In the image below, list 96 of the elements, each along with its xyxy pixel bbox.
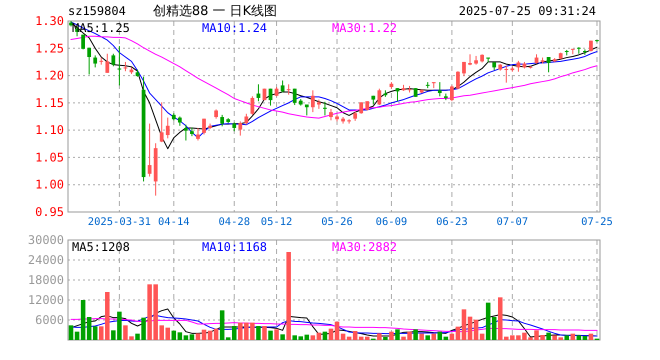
- bar: [570, 334, 576, 340]
- candlestick: [256, 84, 260, 102]
- candlestick: [396, 88, 400, 102]
- y-tick-label: 1.00: [35, 178, 64, 192]
- bar: [389, 332, 394, 340]
- line-series: [70, 36, 598, 119]
- chart-title: 创精选88 一 日K线图: [152, 4, 278, 19]
- candlestick: [310, 90, 315, 113]
- candlestick: [124, 61, 128, 72]
- x-tick-label: 2025-03-31: [88, 216, 151, 228]
- x-tick-label: 07-07: [496, 216, 528, 228]
- candlestick: [365, 100, 370, 111]
- x-tick-label: 07-25: [581, 216, 613, 228]
- y-tick-label: 1.10: [35, 123, 64, 138]
- candlestick: [166, 117, 170, 139]
- bar: [395, 329, 400, 340]
- candlestick: [280, 80, 284, 93]
- candlestick: [468, 54, 472, 66]
- candlestick: [202, 118, 206, 136]
- candlestick: [323, 101, 327, 116]
- candlestick: [456, 70, 460, 90]
- candlestick: [462, 61, 466, 77]
- candlestick: [377, 88, 382, 106]
- x-tick-label: 06-23: [436, 216, 468, 228]
- bar: [588, 334, 594, 340]
- candlestick: [353, 111, 358, 122]
- bar: [413, 329, 418, 340]
- x-tick-label: 04-14: [158, 216, 190, 228]
- y-tick-label: 1.30: [35, 14, 64, 28]
- bar: [196, 333, 200, 340]
- y-tick-label: 24000: [28, 253, 64, 267]
- candlestick: [317, 99, 321, 110]
- candlestick: [81, 34, 85, 50]
- candlestick: [148, 123, 152, 178]
- y-tick-label: 18000: [28, 273, 64, 287]
- bar: [322, 332, 328, 340]
- candlestick: [589, 40, 593, 52]
- candlestick: [87, 47, 92, 75]
- text: MA30:2882: [332, 240, 398, 254]
- bar: [383, 337, 388, 340]
- candlestick: [516, 60, 520, 72]
- text: MA30:1.22: [332, 21, 398, 35]
- candlestick: [196, 127, 200, 142]
- candlestick: [546, 56, 550, 73]
- candlestick: [268, 88, 272, 106]
- candlestick: [286, 84, 291, 96]
- x-tick-label: 04-28: [218, 216, 250, 228]
- bar: [425, 335, 430, 340]
- bar: [280, 334, 285, 340]
- candlestick: [250, 96, 254, 116]
- y-tick-label: 6000: [35, 313, 64, 327]
- candlestick: [504, 65, 508, 84]
- candlestick: [450, 84, 454, 102]
- text: MA10:1168: [202, 240, 268, 254]
- text: 2025-07-25 09:31:24: [458, 4, 596, 18]
- candlestick: [214, 108, 218, 120]
- candlestick: [244, 113, 248, 126]
- candlestick: [118, 46, 122, 86]
- text: MA10:1.24: [202, 21, 268, 35]
- bar: [286, 252, 291, 340]
- bar: [546, 332, 551, 340]
- y-tick-label: 0.95: [35, 205, 64, 219]
- x-tick-label: 05-12: [260, 216, 292, 228]
- candlestick: [111, 53, 116, 67]
- candlestick: [220, 114, 224, 127]
- bar: [274, 329, 279, 340]
- candlestick: [184, 124, 188, 142]
- candlestick: [534, 54, 538, 64]
- text: MA5:1208: [72, 240, 130, 254]
- y-tick-label: 1.20: [35, 68, 64, 83]
- line-series: [70, 314, 598, 336]
- bar: [564, 335, 570, 340]
- line-series: [70, 318, 598, 332]
- y-tick-label: 1.15: [35, 96, 64, 110]
- candlestick: [274, 86, 278, 97]
- text: sz159804: [68, 4, 126, 18]
- candlestick: [238, 120, 242, 136]
- candlestick: [93, 54, 98, 68]
- bar: [431, 334, 436, 340]
- bar: [328, 328, 334, 340]
- bar: [268, 330, 273, 340]
- y-tick-label: 1.25: [35, 41, 64, 56]
- bar: [419, 334, 424, 340]
- y-tick-label: 1.05: [35, 150, 64, 164]
- candlestick: [160, 102, 164, 143]
- candlestick: [292, 88, 297, 106]
- y-tick-label: 12000: [28, 293, 64, 307]
- y-tick-label: 30000: [28, 233, 64, 247]
- candlestick: [178, 116, 182, 126]
- bar: [377, 333, 382, 340]
- candlestick: [329, 108, 333, 121]
- x-tick-label: 05-26: [321, 216, 353, 228]
- x-tick-label: 06-09: [376, 216, 408, 228]
- bar: [256, 326, 261, 340]
- candlestick: [105, 53, 110, 74]
- bar: [262, 326, 267, 340]
